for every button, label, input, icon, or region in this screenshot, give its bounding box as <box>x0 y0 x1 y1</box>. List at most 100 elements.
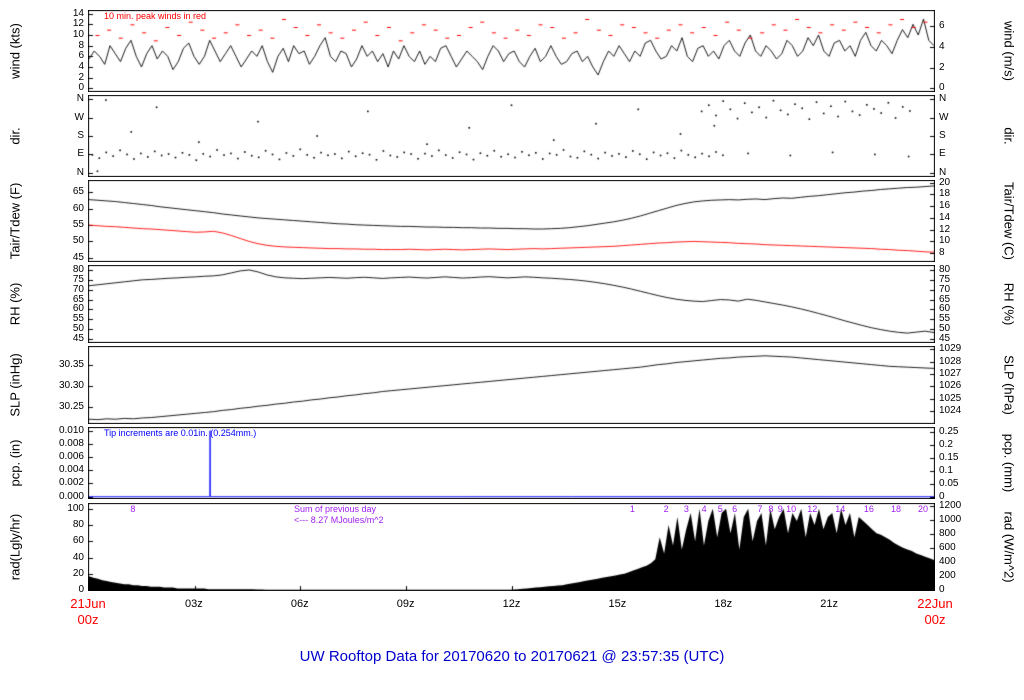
y-tick-label: 65 <box>72 293 84 305</box>
wind-left-ticks: 0 2 4 6 8 10 12 14 <box>30 8 88 94</box>
x-axis-start-date: 21Jun 00z <box>70 596 105 628</box>
y-tick-label: 65 <box>72 186 84 198</box>
y-tick-label: N <box>939 166 947 178</box>
panel-wind: wind (kts) 0 2 4 6 8 10 12 14 10 min. peak wind… <box>0 8 1024 94</box>
y-tick-label: 0 <box>939 82 945 94</box>
y-tick-label: 4 <box>939 40 945 52</box>
y-tick-label: 1024 <box>939 405 962 417</box>
y-tick-label: N <box>76 166 84 178</box>
y-tick-label: 800 <box>939 528 956 540</box>
rad-right-axis-label-text: rad (W/m^2) <box>1001 511 1016 583</box>
y-tick-label: 40 <box>72 551 84 563</box>
pcp-left-axis-label-text: pcp. (in) <box>7 439 23 487</box>
x-tick-label: 09z <box>396 598 415 610</box>
dir-plot <box>88 95 935 177</box>
y-tick-label: 0.05 <box>939 477 959 489</box>
y-tick-label: 80 <box>72 263 84 275</box>
rad-left-ticks: 0 20 40 60 80 100 <box>30 502 88 595</box>
y-tick-label: 55 <box>72 219 84 231</box>
y-tick-label: 0.1 <box>939 464 953 476</box>
y-tick-label: 1026 <box>939 380 962 392</box>
y-tick-label: 1029 <box>939 343 962 355</box>
y-tick-label: 75 <box>939 273 951 285</box>
rad-plot: 8 1 2 3 4 5 6 7 8 9 10 12 14 16 18 20 Sum of previous d… <box>88 503 935 591</box>
y-tick-label: 12 <box>72 18 84 30</box>
x-tick-label: 18z <box>714 598 733 610</box>
pcp-plot: Tip increments are 0.01in. (0.254mm.) <box>88 427 935 499</box>
panel-pressure: SLP (inHg) 30.25 30.30 30.35 1024 1025 1026 1… <box>0 343 1024 424</box>
y-tick-label: 600 <box>939 542 956 554</box>
y-tick-label: 60 <box>72 535 84 547</box>
dir-left-axis-label: dir. <box>0 95 30 177</box>
pcp-left-axis-label: pcp. (in) <box>0 427 30 499</box>
y-tick-label: 0.2 <box>939 438 953 450</box>
y-tick-label: 1025 <box>939 392 962 404</box>
y-tick-label: 200 <box>939 570 956 582</box>
rh-left-ticks: 45 50 55 60 65 70 75 80 <box>30 263 88 345</box>
wind-right-ticks: 0 2 4 6 <box>935 10 993 94</box>
wind-plot: 10 min. peak winds in red <box>88 10 935 92</box>
panel-temperature: Tair/Tdew (F) 45 50 55 60 65 8 10 12 14 16 18 20 T… <box>0 176 1024 263</box>
temp-left-axis-label-text: Tair/Tdew (F) <box>7 182 23 260</box>
y-tick-label: 20 <box>939 176 951 188</box>
rad-canvas <box>88 503 935 591</box>
x-tick-label: 15z <box>608 598 627 610</box>
chart-title: UW Rooftop Data for 20170620 to 20170621… <box>299 648 725 665</box>
y-tick-label: 60 <box>72 202 84 214</box>
y-tick-label: E <box>77 148 84 160</box>
y-tick-label: 50 <box>72 323 84 335</box>
y-tick-label: 30.30 <box>58 379 84 391</box>
rh-plot <box>88 265 935 343</box>
rh-right-ticks: 45 50 55 60 65 70 75 80 <box>935 264 993 345</box>
y-tick-label: 16 <box>939 200 951 212</box>
y-tick-label: 0 <box>939 584 945 595</box>
y-tick-label: 12 <box>939 223 951 235</box>
y-tick-label: 45 <box>939 333 951 345</box>
y-tick-label: 14 <box>939 211 951 223</box>
x-axis: 21Jun 00z 22Jun 00z 03z 06z 09z 12z 15z 18z 21… <box>70 596 952 640</box>
pcp-left-ticks: 0.000 0.002 0.004 0.006 0.008 0.010 <box>30 425 88 502</box>
slp-left-axis-label-text: SLP (inHg) <box>7 353 23 417</box>
y-tick-label: 0.15 <box>939 451 959 463</box>
wind-canvas <box>88 10 935 92</box>
slp-right-axis-label-text: SLP (hPa) <box>1001 355 1016 415</box>
y-tick-label: 6 <box>939 20 945 32</box>
y-tick-label: 0 <box>78 82 84 94</box>
slp-left-axis-label: SLP (inHg) <box>0 346 30 424</box>
rad-right-axis-label: rad (W/m^2) <box>993 503 1024 591</box>
temp-right-axis-label-text: Tair/Tdew (C) <box>1001 181 1016 261</box>
y-tick-label: 4 <box>78 61 84 72</box>
rad-right-ticks: 0 200 400 600 800 1000 1200 <box>935 500 993 595</box>
start-date-line1: 21Jun <box>70 596 106 611</box>
slp-plot <box>88 346 935 424</box>
y-tick-label: 0 <box>939 490 945 502</box>
slp-canvas <box>88 346 935 424</box>
panel-precip: pcp. (in) 0.000 0.002 0.004 0.006 0.008 0.010… <box>0 425 1024 502</box>
y-tick-label: 1200 <box>939 500 962 512</box>
y-tick-label: 55 <box>72 313 84 325</box>
y-tick-label: 0 <box>78 584 84 595</box>
y-tick-label: 2 <box>78 71 84 83</box>
y-tick-label: 0.004 <box>58 464 84 476</box>
y-tick-label: 45 <box>72 333 84 345</box>
temp-plot <box>88 180 935 262</box>
y-tick-label: 100 <box>67 502 84 514</box>
y-tick-label: 1000 <box>939 514 962 526</box>
y-tick-label: 75 <box>72 273 84 285</box>
y-tick-label: 30.35 <box>58 358 84 370</box>
rad-left-axis-label: rad(Lgly/hr) <box>0 503 30 591</box>
y-tick-label: 0.006 <box>58 451 84 463</box>
y-tick-label: 70 <box>939 283 951 295</box>
slp-right-ticks: 1024 1025 1026 1027 1028 1029 <box>935 343 993 424</box>
pcp-right-axis-label: pcp. (mm) <box>993 427 1024 499</box>
prev-day-sum-note: Sum of previous day <--- 8.27 MJoules/m^… <box>294 504 384 526</box>
y-tick-label: 8 <box>939 247 945 259</box>
prev-day-sum-line1: Sum of previous day <box>294 504 377 514</box>
y-tick-label: 0.25 <box>939 425 959 437</box>
y-tick-label: 45 <box>72 251 84 263</box>
y-tick-label: 60 <box>72 303 84 315</box>
y-tick-label: W <box>939 111 949 123</box>
temp-right-axis-label: Tair/Tdew (C) <box>993 180 1024 262</box>
